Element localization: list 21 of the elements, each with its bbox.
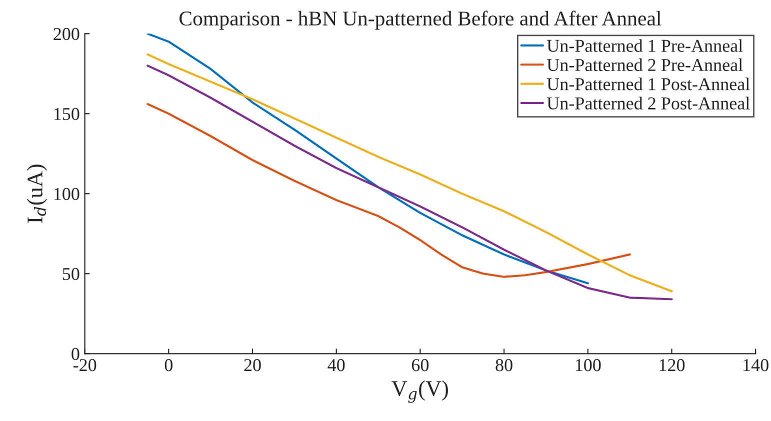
- y-tick-label: 50: [62, 268, 80, 280]
- x-tick-label: 120: [660, 359, 685, 372]
- y-tick-label: 200: [54, 28, 80, 40]
- legend-label: Un-Patterned 2 Pre-Anneal: [546, 58, 743, 72]
- x-tick-label: 100: [576, 359, 601, 372]
- x-tick-label: 140: [744, 359, 768, 372]
- x-tick-label: 40: [328, 359, 345, 372]
- x-tick-label: 20: [244, 359, 261, 372]
- y-tick-label: 0: [72, 348, 80, 360]
- legend-label: Un-Patterned 1 Post-Anneal: [546, 78, 750, 90]
- legend-label: Un-Patterned 2 Post-Anneal: [546, 96, 750, 110]
- x-tick-label: 60: [412, 359, 429, 372]
- chart-title: Comparison - hBN Un-patterned Before and After Anneal: [180, 10, 662, 30]
- x-tick-label: -20: [73, 359, 96, 372]
- x-tick-label: 80: [496, 359, 512, 372]
- x-tick-label: 0: [164, 359, 172, 372]
- y-axis-title: I$_{d}$(uA): [26, 164, 48, 223]
- x-axis-title: V$_{g}$(V): [392, 380, 448, 403]
- legend-label: Un-Patterned 1 Pre-Anneal: [546, 39, 743, 52]
- y-tick-label: 100: [54, 188, 80, 200]
- y-tick-label: 150: [54, 108, 80, 120]
